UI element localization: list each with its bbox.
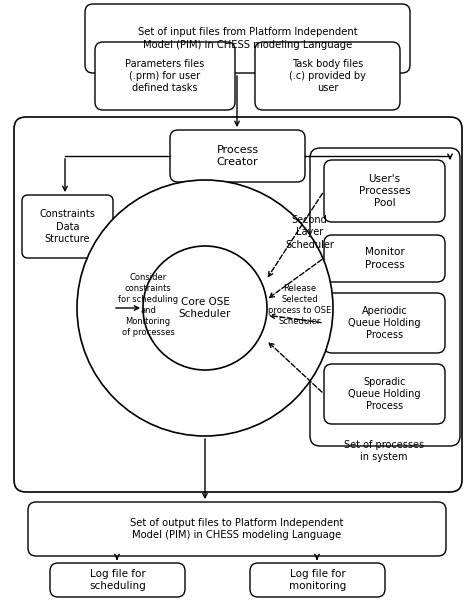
FancyBboxPatch shape xyxy=(28,502,446,556)
Text: Task body files
(.c) provided by
user: Task body files (.c) provided by user xyxy=(289,59,366,93)
FancyBboxPatch shape xyxy=(324,235,445,282)
Text: Set of output files to Platform Independent
Model (PIM) in CHESS modeling Langua: Set of output files to Platform Independ… xyxy=(130,518,344,540)
FancyBboxPatch shape xyxy=(250,563,385,597)
Text: Sporadic
Queue Holding
Process: Sporadic Queue Holding Process xyxy=(348,377,421,412)
Text: Parameters files
(.prm) for user
defined tasks: Parameters files (.prm) for user defined… xyxy=(126,59,205,93)
Text: Monitor
Process: Monitor Process xyxy=(365,247,404,270)
FancyBboxPatch shape xyxy=(324,293,445,353)
Text: Set of input files from Platform Independent
Model (PIM) in CHESS modeling Langu: Set of input files from Platform Indepen… xyxy=(137,27,357,50)
FancyBboxPatch shape xyxy=(85,4,410,73)
Text: Constraints
Data
Structure: Constraints Data Structure xyxy=(39,209,95,244)
FancyBboxPatch shape xyxy=(50,563,185,597)
FancyBboxPatch shape xyxy=(22,195,113,258)
Text: Set of processes
in system: Set of processes in system xyxy=(344,440,424,462)
Text: Consider
constraints
for scheduling
and
Monitoring
of processes: Consider constraints for scheduling and … xyxy=(118,273,178,337)
Text: Process
Creator: Process Creator xyxy=(217,145,258,167)
FancyBboxPatch shape xyxy=(324,364,445,424)
FancyBboxPatch shape xyxy=(310,148,460,446)
Text: Log file for
scheduling: Log file for scheduling xyxy=(89,569,146,591)
FancyBboxPatch shape xyxy=(95,42,235,110)
Text: Core OSE
Scheduler: Core OSE Scheduler xyxy=(179,297,231,319)
Text: Second
Layer
Scheduler: Second Layer Scheduler xyxy=(285,215,334,250)
Circle shape xyxy=(77,180,333,436)
Text: Aperiodic
Queue Holding
Process: Aperiodic Queue Holding Process xyxy=(348,305,421,340)
Text: User's
Processes
Pool: User's Processes Pool xyxy=(359,174,410,209)
FancyBboxPatch shape xyxy=(255,42,400,110)
Text: Release
Selected
process to OSE
Scheduler: Release Selected process to OSE Schedule… xyxy=(268,284,331,326)
FancyBboxPatch shape xyxy=(324,160,445,222)
Circle shape xyxy=(143,246,267,370)
FancyBboxPatch shape xyxy=(14,117,462,492)
FancyBboxPatch shape xyxy=(170,130,305,182)
Text: Log file for
monitoring: Log file for monitoring xyxy=(289,569,346,591)
